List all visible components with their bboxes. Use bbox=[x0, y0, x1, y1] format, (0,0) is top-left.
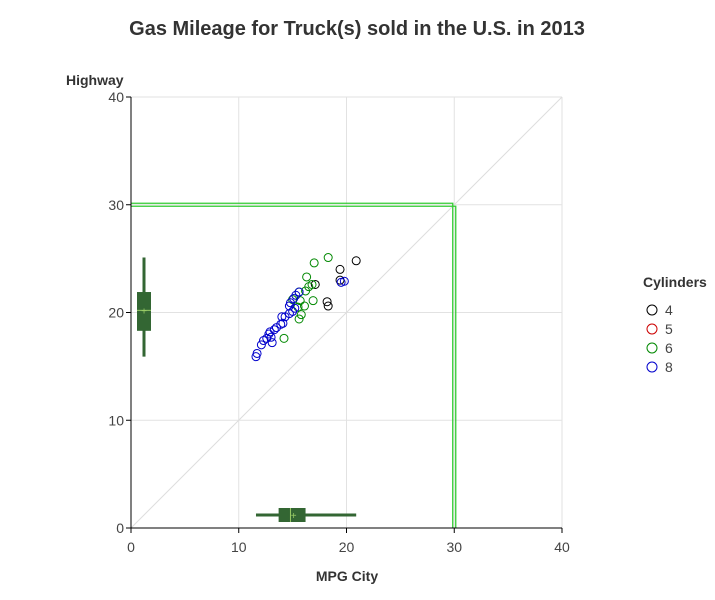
point-cyl-6-13 bbox=[279, 333, 289, 343]
x-tick-label-10: 10 bbox=[231, 539, 247, 555]
y-box-iqr bbox=[137, 292, 151, 331]
point-cyl-6-12 bbox=[294, 314, 304, 324]
point-cyl-8-2 bbox=[294, 287, 304, 297]
reference-diagonal bbox=[130, 96, 563, 529]
data-points bbox=[251, 253, 361, 362]
point-cyl-6-2 bbox=[302, 272, 312, 282]
y-tick-label-30: 30 bbox=[108, 197, 124, 213]
y-tick-label-20: 20 bbox=[108, 305, 124, 321]
y-tick-label-10: 10 bbox=[108, 412, 124, 428]
point-cyl-8-15 bbox=[269, 325, 279, 335]
point-cyl-8-14 bbox=[271, 323, 281, 333]
point-cyl-8-21 bbox=[267, 338, 277, 348]
legend-marker-4 bbox=[646, 304, 658, 316]
reference-line bbox=[130, 96, 563, 529]
point-cyl-6-5 bbox=[301, 286, 311, 296]
point-cyl-8-10 bbox=[280, 312, 290, 322]
target-lines bbox=[131, 202, 457, 528]
legend-marker-6 bbox=[646, 342, 658, 354]
legend-label-5: 5 bbox=[665, 321, 673, 337]
legend-label-4: 4 bbox=[665, 302, 673, 318]
point-cyl-4-5 bbox=[335, 275, 345, 285]
chart-title: Gas Mileage for Truck(s) sold in the U.S… bbox=[129, 18, 585, 40]
point-cyl-8-18 bbox=[266, 332, 276, 342]
legend-label-6: 6 bbox=[665, 340, 673, 356]
point-cyl-6-11 bbox=[296, 310, 306, 320]
x-tick-label-40: 40 bbox=[554, 539, 570, 555]
legend-marker-5 bbox=[646, 323, 658, 335]
point-cyl-4-0 bbox=[335, 264, 345, 274]
point-cyl-8-24 bbox=[251, 352, 261, 362]
y-axis-label: Highway bbox=[66, 72, 124, 88]
point-cyl-4-4 bbox=[323, 301, 333, 311]
point-cyl-6-4 bbox=[307, 279, 317, 289]
target-line-2 bbox=[131, 205, 457, 528]
axes bbox=[126, 96, 563, 533]
point-cyl-8-1 bbox=[336, 277, 346, 287]
point-cyl-4-3 bbox=[322, 297, 332, 307]
legend-label-8: 8 bbox=[665, 359, 673, 375]
point-cyl-4-2 bbox=[310, 279, 320, 289]
y-box-mean: + bbox=[141, 306, 147, 317]
legend: 4 5 6 8 bbox=[646, 302, 673, 375]
point-cyl-8-20 bbox=[259, 336, 269, 346]
x-tick-label-30: 30 bbox=[446, 539, 462, 555]
point-cyl-6-10 bbox=[308, 296, 318, 306]
x-tick-label-0: 0 bbox=[127, 539, 135, 555]
marginal-boxplots: ++ bbox=[137, 257, 357, 522]
point-cyl-4-1 bbox=[351, 256, 361, 266]
x-box-mean: + bbox=[291, 511, 297, 522]
point-cyl-6-9 bbox=[299, 301, 309, 311]
legend-title: Cylinders bbox=[643, 274, 707, 290]
x-axis-label: MPG City bbox=[316, 568, 378, 584]
legend-marker-8 bbox=[646, 361, 658, 373]
point-cyl-8-12 bbox=[278, 318, 288, 328]
point-cyl-8-22 bbox=[256, 340, 266, 350]
tick-labels: 0 10 20 30 40 0 10 20 30 40 bbox=[108, 89, 570, 555]
point-cyl-6-1 bbox=[309, 258, 319, 268]
point-cyl-6-0 bbox=[323, 253, 333, 263]
y-tick-label-40: 40 bbox=[108, 89, 124, 105]
target-line-1 bbox=[131, 202, 454, 528]
x-box-iqr bbox=[278, 508, 306, 522]
x-tick-label-20: 20 bbox=[339, 539, 355, 555]
y-tick-label-0: 0 bbox=[116, 520, 124, 536]
